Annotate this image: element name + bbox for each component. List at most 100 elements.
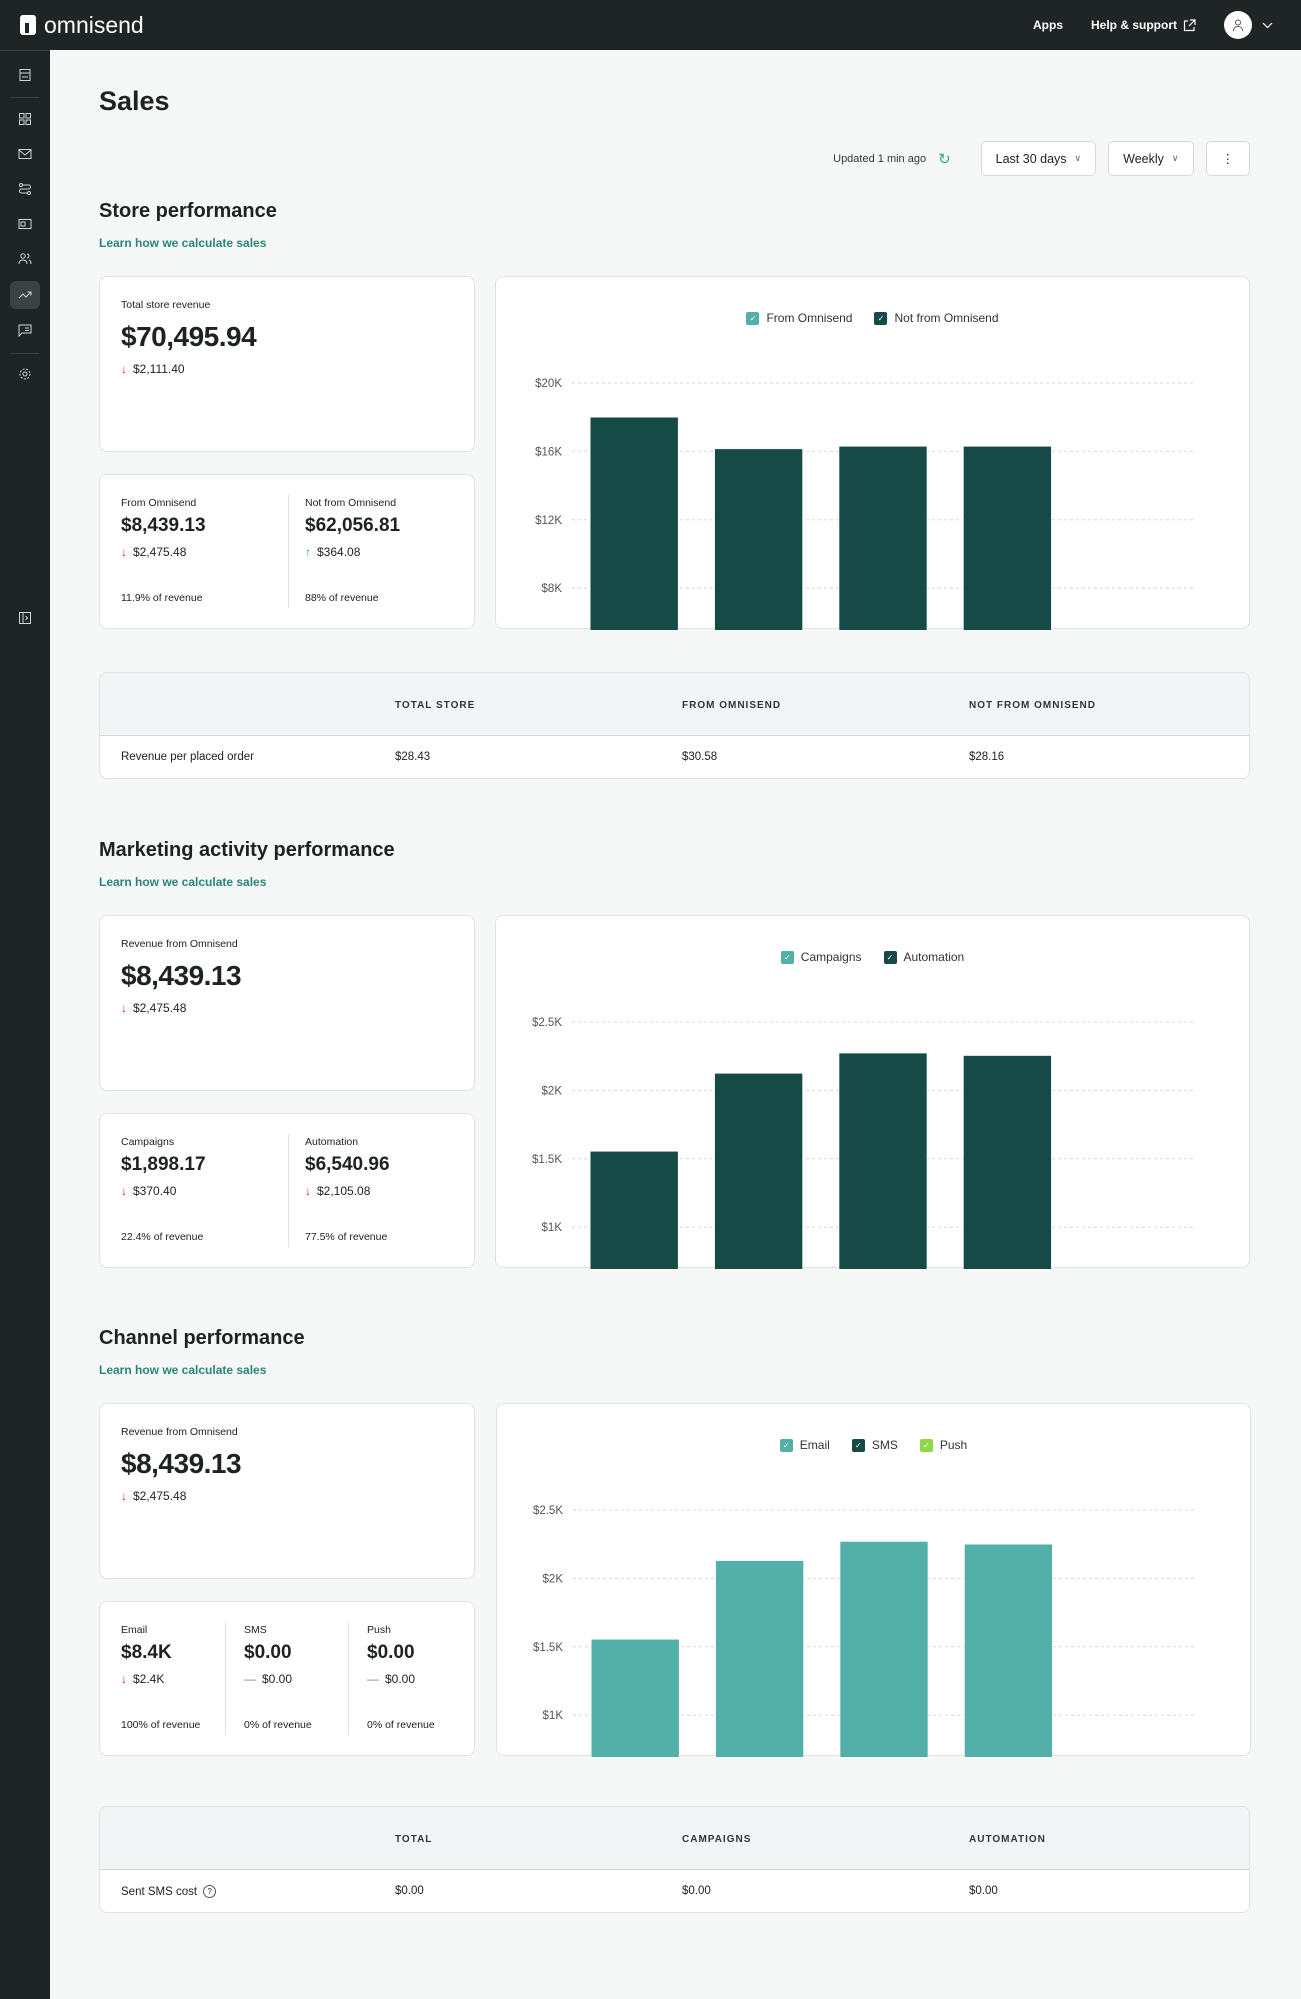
legend-item[interactable]: ✓ From Omnisend <box>746 311 852 325</box>
table-cell: $30.58 <box>682 751 718 763</box>
bar-segment[interactable] <box>715 1560 804 1757</box>
apps-link[interactable]: Apps <box>1033 18 1063 32</box>
legend-label: Push <box>939 1438 968 1452</box>
delta-value: $2.4K <box>133 1672 165 1686</box>
bar-segment[interactable] <box>589 1150 679 1269</box>
chevron-down-icon <box>1262 22 1273 28</box>
bar-segment[interactable] <box>714 448 803 630</box>
y-tick-label: $1.5K <box>533 1642 563 1654</box>
legend-item[interactable]: ✓ Automation <box>883 950 964 964</box>
split-share: 77.5% of revenue <box>305 1231 388 1243</box>
learn-link[interactable]: Learn how we calculate sales <box>99 875 267 889</box>
bar-segment[interactable] <box>838 445 928 630</box>
dashboard-icon[interactable] <box>10 105 40 133</box>
reports-icon[interactable] <box>10 281 40 309</box>
arrow-down-icon: ↓ <box>121 1184 127 1198</box>
legend-label: Email <box>799 1438 830 1452</box>
bar-segment[interactable] <box>590 1638 680 1757</box>
brand-name: omnisend <box>44 11 144 38</box>
y-tick-label: $20K <box>535 378 562 390</box>
bar-segment[interactable] <box>964 1543 1053 1757</box>
omnisend-logo[interactable]: omnisend <box>20 12 144 39</box>
bar-segment[interactable] <box>963 445 1052 630</box>
split-share: 0% of revenue <box>367 1719 435 1731</box>
legend-item[interactable]: ✓ SMS <box>851 1438 898 1452</box>
learn-link[interactable]: Learn how we calculate sales <box>99 236 267 250</box>
chart-legend: ✓ Campaigns ✓ Automation <box>496 950 1249 964</box>
y-tick-label: $2K <box>542 1085 563 1097</box>
legend-item[interactable]: ✓ Campaigns <box>780 950 862 964</box>
split-label: Campaigns <box>121 1136 175 1148</box>
split-label: SMS <box>244 1624 267 1636</box>
bar-segment[interactable] <box>839 1541 929 1757</box>
collapse-sidebar-icon[interactable] <box>10 604 40 632</box>
channel-revenue-chart: ✓Email✓SMS✓Push$0$500$1K$1.5K$2K$2.5KApr… <box>496 1403 1251 1757</box>
bar-segment[interactable] <box>589 416 679 630</box>
table-header: TOTAL STORE FROM OMNISEND NOT FROM OMNIS… <box>100 673 1249 736</box>
help-icon[interactable]: ? <box>203 1885 217 1898</box>
marketing-revenue-chart: ✓Campaigns✓Automation$0$500$1K$1.5K$2K$2… <box>495 915 1250 1269</box>
bar-segment[interactable] <box>838 1052 928 1269</box>
delta-value: $2,475.48 <box>133 1001 187 1015</box>
arrow-down-icon: ↓ <box>121 1672 127 1686</box>
bar-segment[interactable] <box>963 1055 1052 1269</box>
kebab-icon: ⋮ <box>1221 152 1235 166</box>
delta-value: $364.08 <box>317 545 361 559</box>
learn-link[interactable]: Learn how we calculate sales <box>99 1363 267 1377</box>
column-header: NOT FROM OMNISEND <box>969 700 1096 711</box>
interval-value: Weekly <box>1123 151 1164 166</box>
delta-value: $2,475.48 <box>133 545 187 559</box>
column-header: CAMPAIGNS <box>682 1834 752 1845</box>
table-cell: $0.00 <box>395 1885 424 1897</box>
checkbox-icon: ✓ <box>919 1438 933 1452</box>
legend-item[interactable]: ✓ Not from Omnisend <box>874 311 999 325</box>
sms-icon[interactable] <box>10 316 40 344</box>
more-options-button[interactable]: ⋮ <box>1205 141 1250 176</box>
metric-delta: ↓ $2,475.48 <box>121 1001 186 1015</box>
delta-value: $0.00 <box>385 1672 416 1686</box>
y-tick-label: $2.5K <box>533 1505 563 1517</box>
forms-icon[interactable] <box>10 210 40 238</box>
legend-label: Not from Omnisend <box>894 311 999 325</box>
audience-icon[interactable] <box>10 245 40 273</box>
table-cell: $0.00 <box>682 1885 711 1897</box>
delta-value: $2,475.48 <box>133 1489 187 1503</box>
store-metrics-table: TOTAL STORE FROM OMNISEND NOT FROM OMNIS… <box>99 672 1250 779</box>
delta-value: $2,105.08 <box>317 1184 371 1198</box>
divider <box>288 1134 289 1247</box>
store-icon[interactable] <box>10 61 40 89</box>
y-tick-label: $2K <box>543 1573 564 1585</box>
row-label-text: Sent SMS cost <box>121 1885 198 1898</box>
arrow-down-icon: ↓ <box>121 1489 127 1503</box>
channel-split-card: Email $8.4K ↓ $2.4K 100% of revenue SMS $… <box>99 1601 475 1756</box>
top-bar: omnisend Apps Help & support <box>0 0 1301 50</box>
interval-dropdown[interactable]: Weekly ∨ <box>1108 141 1194 176</box>
split-delta: — $0.00 <box>367 1672 415 1686</box>
date-range-dropdown[interactable]: Last 30 days ∨ <box>980 141 1097 176</box>
automation-icon[interactable] <box>10 175 40 203</box>
section-title: Channel performance <box>99 1327 305 1349</box>
refresh-icon[interactable]: ↻ <box>938 150 951 168</box>
split-value: $0.00 <box>244 1642 292 1663</box>
column-header: AUTOMATION <box>969 1834 1046 1845</box>
user-icon <box>1233 19 1243 32</box>
split-value: $62,056.81 <box>305 515 401 536</box>
split-delta: ↓ $2,475.48 <box>121 545 186 559</box>
arrow-down-icon: ↓ <box>121 1001 127 1015</box>
bar-segment[interactable] <box>714 1073 803 1269</box>
split-label: Email <box>121 1624 148 1636</box>
checkbox-icon: ✓ <box>851 1438 865 1452</box>
column-header: TOTAL STORE <box>395 700 476 711</box>
metric-label: Revenue from Omnisend <box>121 1426 238 1438</box>
legend-item[interactable]: ✓ Email <box>779 1438 830 1452</box>
arrow-up-icon: ↑ <box>305 545 311 559</box>
settings-icon[interactable] <box>10 360 40 388</box>
row-label: Sent SMS cost? <box>121 1885 217 1898</box>
legend-label: SMS <box>871 1438 898 1452</box>
account-menu[interactable] <box>1224 11 1273 39</box>
legend-item[interactable]: ✓ Push <box>919 1438 968 1452</box>
campaigns-icon[interactable] <box>10 140 40 168</box>
split-label: Push <box>367 1624 391 1636</box>
split-share: 22.4% of revenue <box>121 1231 204 1243</box>
help-support-link[interactable]: Help & support <box>1091 18 1196 32</box>
